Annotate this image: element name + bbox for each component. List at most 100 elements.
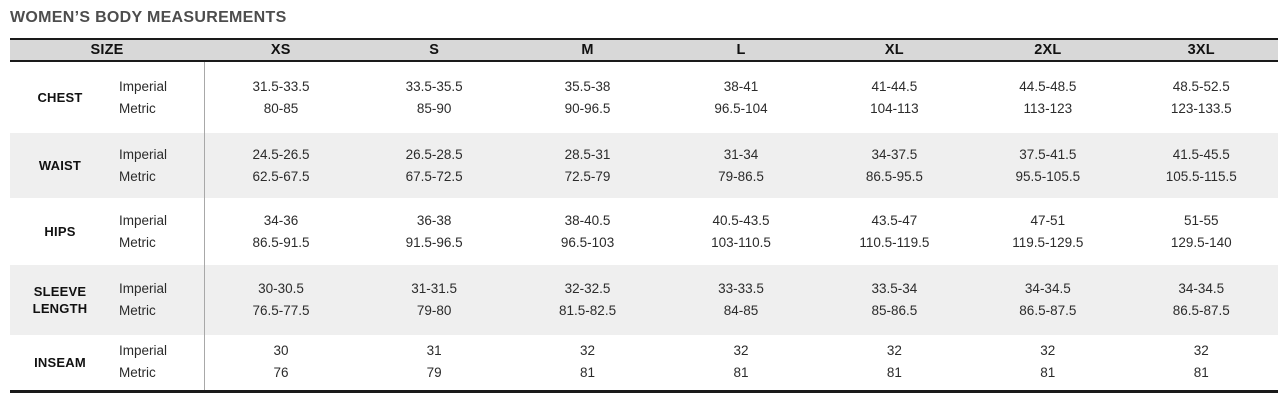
body-row: WAIST Imperial Metric 24.5-26.5 62.5-67.5 26.… <box>10 133 1278 198</box>
imperial-value: 33.5-35.5 <box>405 78 463 94</box>
imperial-value: 30 <box>273 343 289 359</box>
value-cell: 28.5-31 72.5-79 <box>511 133 664 198</box>
value-cell: 47-51 119.5-129.5 <box>971 198 1124 265</box>
value-cell: 51-55 129.5-140 <box>1125 198 1278 265</box>
metric-value: 81.5-82.5 <box>559 303 617 318</box>
size-col-header: L <box>736 42 746 58</box>
value-cell: 41.5-45.5 105.5-115.5 <box>1125 133 1278 198</box>
imperial-value: 38-41 <box>723 78 759 94</box>
imperial-value: 32-32.5 <box>564 281 611 296</box>
imperial-value: 44.5-48.5 <box>1019 78 1077 94</box>
row-label: CHEST <box>37 90 83 105</box>
metric-value: 62.5-67.5 <box>252 168 310 184</box>
metric-value: 76 <box>273 365 289 381</box>
value-cell: 34-36 86.5-91.5 <box>203 198 358 265</box>
metric-value: 90-96.5 <box>564 100 611 116</box>
imperial-value: 38-40.5 <box>564 212 611 228</box>
value-cell: 30 76 <box>203 335 358 391</box>
metric-value: 85-86.5 <box>871 303 918 318</box>
value-cell: 34-37.5 86.5-95.5 <box>818 133 971 198</box>
row-label: SLEEVE LENGTH <box>32 284 88 316</box>
value-cell: 32 81 <box>511 335 664 391</box>
imperial-value: 43.5-47 <box>871 212 918 228</box>
value-cell: 32 81 <box>818 335 971 391</box>
imperial-value: 32 <box>1193 343 1209 359</box>
metric-value: 91.5-96.5 <box>405 234 463 250</box>
metric-value: 81 <box>733 365 749 381</box>
metric-value: 103-110.5 <box>711 234 771 250</box>
size-col-header: M <box>581 42 594 58</box>
unit-labels: Imperial Metric <box>110 335 204 391</box>
value-cell: 32 81 <box>664 335 817 391</box>
metric-value: 86.5-87.5 <box>1172 303 1230 318</box>
value-cell: 32 81 <box>971 335 1124 391</box>
value-cell: 34-34.5 86.5-87.5 <box>1125 265 1278 335</box>
metric-value: 95.5-105.5 <box>1015 168 1081 184</box>
value-cell: 33.5-35.5 85-90 <box>357 61 510 133</box>
imperial-value: 33-33.5 <box>718 281 764 296</box>
value-cell: 32 81 <box>1125 335 1278 391</box>
unit-metric-label: Metric <box>119 303 156 318</box>
metric-value: 76.5-77.5 <box>252 303 310 318</box>
value-cell: 31 79 <box>357 335 510 391</box>
imperial-value: 33.5-34 <box>871 281 918 296</box>
row-label: INSEAM <box>34 354 86 370</box>
value-cell: 31-34 79-86.5 <box>664 133 817 198</box>
metric-value: 96.5-104 <box>714 100 768 116</box>
imperial-value: 31.5-33.5 <box>252 78 310 94</box>
value-cell: 38-40.5 96.5-103 <box>511 198 664 265</box>
metric-value: 85-90 <box>416 100 452 116</box>
value-cell: 36-38 91.5-96.5 <box>357 198 510 265</box>
metric-value: 96.5-103 <box>560 234 615 250</box>
value-cell: 33-33.5 84-85 <box>664 265 817 335</box>
metric-value: 67.5-72.5 <box>405 168 463 184</box>
imperial-value: 32 <box>886 343 902 359</box>
metric-value: 86.5-91.5 <box>252 234 310 250</box>
metric-value: 86.5-87.5 <box>1019 303 1077 318</box>
value-cell: 40.5-43.5 103-110.5 <box>664 198 817 265</box>
imperial-value: 36-38 <box>416 212 452 228</box>
unit-imperial-label: Imperial <box>119 212 168 228</box>
body-row: SLEEVE LENGTH Imperial Metric 30-30.5 76.5-7… <box>10 265 1278 335</box>
metric-value: 113-123 <box>1023 100 1073 116</box>
imperial-value: 41.5-45.5 <box>1172 146 1230 162</box>
unit-imperial-label: Imperial <box>119 281 168 296</box>
imperial-value: 26.5-28.5 <box>405 146 463 162</box>
unit-labels: Imperial Metric <box>110 198 204 265</box>
imperial-value: 32 <box>1040 343 1056 359</box>
unit-metric-label: Metric <box>119 365 156 381</box>
imperial-value: 35.5-38 <box>564 78 611 94</box>
value-cell: 26.5-28.5 67.5-72.5 <box>357 133 510 198</box>
value-cell: 24.5-26.5 62.5-67.5 <box>203 133 358 198</box>
metric-value: 110.5-119.5 <box>859 234 930 250</box>
imperial-value: 48.5-52.5 <box>1172 78 1230 94</box>
metric-value: 81 <box>580 365 596 381</box>
page-title: WOMEN’S BODY MEASUREMENTS <box>10 9 287 26</box>
value-cell: 31.5-33.5 80-85 <box>203 61 358 133</box>
metric-value: 79 <box>426 365 442 381</box>
value-cell: 41-44.5 104-113 <box>818 61 971 133</box>
value-cell: 31-31.5 79-80 <box>357 265 510 335</box>
metric-value: 84-85 <box>723 303 759 318</box>
unit-imperial-label: Imperial <box>119 146 168 162</box>
row-label: HIPS <box>44 224 76 239</box>
metric-value: 72.5-79 <box>564 168 611 184</box>
unit-labels: Imperial Metric <box>110 265 204 335</box>
unit-metric-label: Metric <box>119 168 156 184</box>
imperial-value: 28.5-31 <box>564 146 611 162</box>
metric-value: 81 <box>886 365 902 381</box>
value-cell: 35.5-38 90-96.5 <box>511 61 664 133</box>
unit-imperial-label: Imperial <box>119 343 168 359</box>
metric-value: 129.5-140 <box>1170 234 1232 250</box>
size-col-header: XL <box>884 42 904 58</box>
imperial-value: 40.5-43.5 <box>712 212 770 228</box>
metric-value: 119.5-129.5 <box>1012 234 1084 250</box>
metric-value: 80-85 <box>263 100 299 116</box>
metric-value: 86.5-95.5 <box>865 168 923 184</box>
imperial-value: 34-34.5 <box>1178 281 1225 296</box>
page: WOMEN’S BODY MEASUREMENTS SIZE XS S M L XL 2X… <box>10 9 1278 393</box>
size-col-header: S <box>429 42 440 58</box>
value-cell: 30-30.5 76.5-77.5 <box>203 265 358 335</box>
imperial-value: 34-37.5 <box>871 146 918 162</box>
imperial-value: 32 <box>733 343 749 359</box>
